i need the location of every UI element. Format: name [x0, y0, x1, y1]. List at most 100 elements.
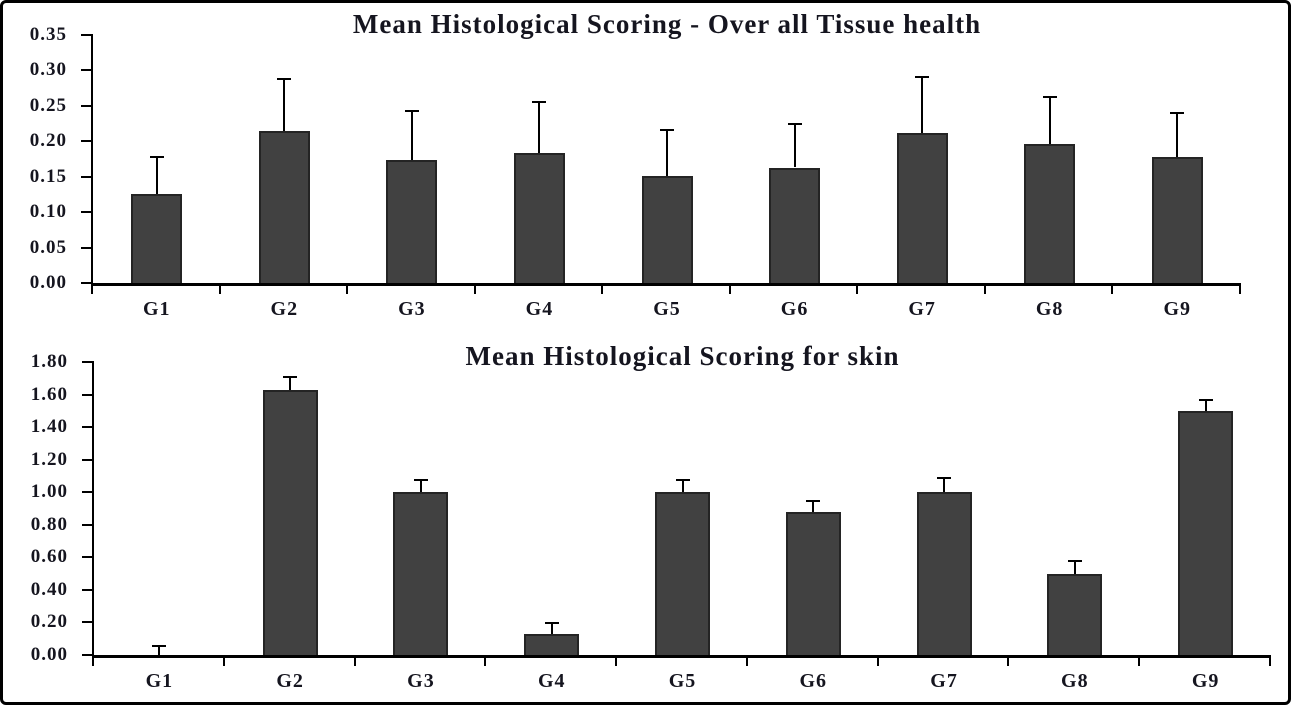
bar-g6	[785, 511, 841, 655]
bar-g3	[393, 492, 449, 655]
x-category-label-g6: G6	[799, 670, 828, 692]
error-bar-cap-g4	[532, 101, 547, 104]
bar-g2	[258, 130, 310, 283]
x-axis-tick	[876, 655, 879, 666]
y-tick-label: 0.25	[29, 94, 67, 116]
error-bar-cap-g2	[283, 376, 298, 379]
y-tick-label: 0.35	[29, 24, 67, 45]
bar-g6	[769, 167, 821, 283]
y-axis-tick	[82, 588, 94, 591]
error-bar-line-g3	[419, 480, 422, 493]
error-bar-line-g4	[538, 103, 541, 153]
error-bar-line-g7	[943, 479, 946, 493]
error-bar-cap-g1	[149, 155, 164, 158]
x-axis-tick	[484, 655, 487, 666]
error-bar-line-g4	[550, 624, 553, 634]
x-axis-tick	[1239, 283, 1241, 294]
y-tick-label: 0.20	[30, 611, 68, 633]
x-category-label-g3: G3	[398, 298, 426, 320]
bar-g4	[524, 633, 580, 655]
x-axis-tick	[728, 283, 731, 294]
y-axis-line	[92, 362, 94, 655]
x-axis-tick	[1269, 655, 1271, 666]
error-bar-line-g2	[283, 79, 286, 131]
error-bar-line-g5	[666, 130, 668, 176]
error-bar-cap-g3	[404, 109, 419, 112]
error-bar-line-g1	[155, 157, 158, 195]
x-category-label-g4: G4	[525, 298, 554, 320]
bar-g1	[131, 194, 183, 283]
error-bar-line-g5	[681, 480, 684, 493]
x-axis-tick	[353, 655, 356, 666]
x-category-label-g2: G2	[270, 298, 299, 320]
error-bar-cap-g9	[1198, 399, 1213, 402]
x-category-label-g9: G9	[1191, 670, 1220, 692]
bar-g7	[896, 132, 948, 283]
y-axis-tick	[81, 246, 93, 249]
y-tick-label: 0.30	[29, 59, 67, 81]
x-category-label-g2: G2	[276, 670, 304, 692]
error-bar-line-g3	[410, 111, 413, 161]
y-tick-label: 1.40	[30, 416, 68, 438]
x-axis-tick	[856, 283, 859, 294]
y-axis-tick	[82, 393, 94, 396]
y-tick-label: 0.15	[29, 165, 67, 187]
bar-g4	[513, 152, 565, 283]
x-axis-tick	[91, 283, 93, 294]
y-axis-tick	[82, 426, 94, 429]
x-axis-tick	[601, 283, 604, 294]
y-axis-tick	[81, 34, 93, 36]
error-bar-line-g9	[1176, 113, 1179, 157]
y-tick-label: 0.10	[29, 201, 67, 223]
bar-g2	[262, 389, 318, 655]
y-axis-tick	[82, 491, 94, 494]
x-category-label-g1: G1	[145, 670, 174, 692]
y-axis-tick	[81, 69, 93, 72]
x-axis-tick	[473, 283, 476, 294]
y-axis-tick	[81, 282, 93, 284]
error-bar-cap-g7	[937, 477, 952, 480]
skin-scoring-bar-chart: Mean Histological Scoring for skin 0.00 0…	[3, 333, 1288, 702]
y-tick-label: 0.80	[30, 513, 68, 535]
y-axis-tick	[82, 361, 94, 363]
x-category-label-g8: G8	[1061, 670, 1089, 692]
error-bar-line-g8	[1048, 98, 1051, 145]
error-bar-line-g7	[921, 77, 924, 133]
error-bar-cap-g4	[544, 622, 559, 625]
error-bar-cap-g9	[1170, 111, 1185, 114]
x-axis-line	[92, 655, 1271, 658]
error-bar-cap-g8	[1067, 560, 1082, 563]
y-tick-label: 0.05	[29, 236, 67, 258]
error-bar-cap-g5	[675, 478, 690, 481]
x-axis-line	[91, 283, 1241, 286]
error-bar-cap-g1	[152, 644, 167, 647]
x-axis-tick	[218, 283, 221, 294]
error-bar-line-g2	[289, 378, 292, 390]
y-tick-label: 0.00	[30, 644, 68, 665]
y-axis-tick	[82, 556, 94, 559]
y-axis-tick	[81, 140, 93, 143]
x-category-label-g6: G6	[780, 298, 809, 320]
x-axis-tick	[92, 655, 94, 666]
x-axis-tick	[1111, 283, 1114, 294]
x-category-label-g8: G8	[1035, 298, 1064, 320]
error-bar-cap-g6	[787, 122, 802, 125]
bar-g9	[1178, 410, 1234, 655]
x-category-label-g7: G7	[930, 670, 958, 692]
error-bar-line-g6	[793, 124, 796, 168]
y-axis-tick	[81, 175, 93, 178]
x-axis-tick	[615, 655, 618, 666]
tissue-health-bar-chart: Mean Histological Scoring - Over all Tis…	[3, 3, 1288, 333]
bar-g5	[655, 492, 710, 655]
bar-g7	[916, 492, 972, 655]
bar-g9	[1151, 156, 1203, 283]
y-tick-label: 1.80	[30, 351, 68, 372]
error-bar-line-g6	[812, 501, 815, 512]
x-category-label-g4: G4	[537, 670, 566, 692]
y-axis-tick	[81, 104, 93, 107]
x-axis-tick	[745, 655, 748, 666]
y-axis-tick	[82, 523, 94, 526]
error-bar-line-g9	[1204, 401, 1207, 411]
x-category-label-g3: G3	[407, 670, 435, 692]
x-category-label-g7: G7	[908, 298, 936, 320]
